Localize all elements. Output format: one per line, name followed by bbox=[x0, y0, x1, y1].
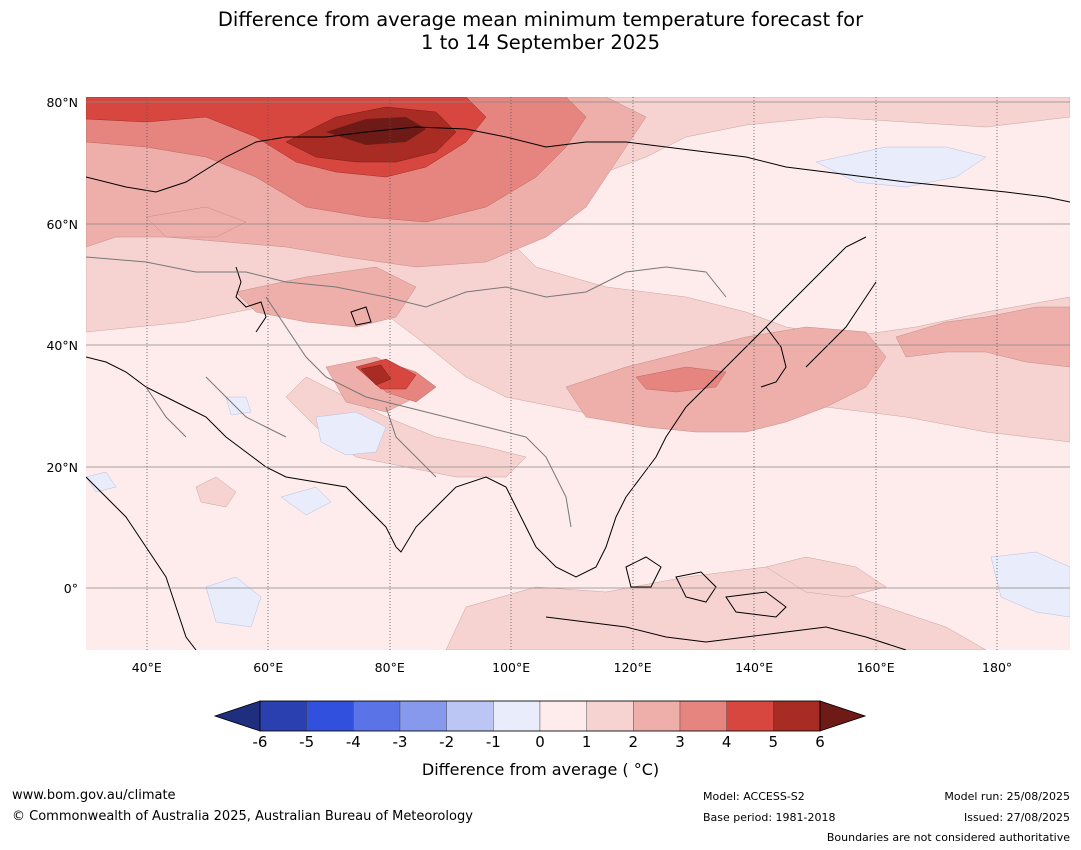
colorbar-tick-label: -4 bbox=[345, 733, 361, 751]
colorbar-segment bbox=[633, 700, 681, 732]
colorbar-tick-label: -5 bbox=[299, 733, 315, 751]
issued-text: Issued: 27/08/2025 bbox=[963, 811, 1070, 824]
chart-title: Difference from average mean minimum tem… bbox=[0, 8, 1081, 54]
colorbar-tick-label: -6 bbox=[252, 733, 268, 751]
colorbar-tick-label: -1 bbox=[485, 733, 501, 751]
colorbar-segment bbox=[353, 700, 401, 732]
copyright-text: © Commonwealth of Australia 2025, Austra… bbox=[12, 809, 473, 824]
latitude-label: 40°N bbox=[46, 338, 78, 354]
title-line-2: 1 to 14 September 2025 bbox=[421, 31, 660, 54]
longitude-grid bbox=[146, 97, 998, 650]
colorbar-tick-label: 4 bbox=[721, 733, 732, 751]
latitude-label: 80°N bbox=[46, 95, 78, 111]
colorbar-segment bbox=[773, 700, 821, 732]
colorbar-segment bbox=[446, 700, 494, 732]
model-run-text: Model run: 25/08/2025 bbox=[944, 790, 1070, 803]
longitude-label: 160°E bbox=[856, 660, 895, 675]
country-borders bbox=[86, 256, 727, 528]
anomaly-level-minus-1-0 bbox=[86, 146, 1070, 628]
model-text: Model: ACCESS-S2 bbox=[703, 790, 805, 803]
longitude-label: 180° bbox=[982, 660, 1013, 675]
colorbar-tick-label: 5 bbox=[768, 733, 779, 751]
latitude-label: 60°N bbox=[46, 216, 78, 232]
longitude-label: 120°E bbox=[613, 660, 652, 675]
colorbar bbox=[214, 700, 866, 732]
colorbar-tick-label: 1 bbox=[581, 733, 592, 751]
title-line-1: Difference from average mean minimum tem… bbox=[217, 8, 864, 31]
colorbar-segment bbox=[306, 700, 354, 732]
colorbar-segment bbox=[259, 700, 307, 732]
colorbar-tick-label: -2 bbox=[439, 733, 455, 751]
colorbar-tick-label: 0 bbox=[535, 733, 545, 751]
latitude-label: 20°N bbox=[46, 459, 78, 475]
colorbar-tick-label: -3 bbox=[392, 733, 408, 751]
colorbar-segment bbox=[539, 700, 587, 732]
latitude-label: 0° bbox=[63, 581, 78, 597]
map-svg bbox=[86, 97, 1070, 650]
colorbar-tick-label: 2 bbox=[628, 733, 639, 751]
longitude-label: 140°E bbox=[735, 660, 774, 675]
colorbar-segment bbox=[726, 700, 774, 732]
longitude-label: 60°E bbox=[253, 660, 284, 675]
colorbar-segment bbox=[399, 700, 447, 732]
longitude-label: 80°E bbox=[374, 660, 405, 675]
colorbar-segment bbox=[679, 700, 727, 732]
coastlines bbox=[86, 126, 1070, 650]
colorbar-tick-label: 6 bbox=[815, 733, 825, 751]
colorbar-segment bbox=[586, 700, 634, 732]
colorbar-extend-low bbox=[214, 700, 261, 732]
website-link[interactable]: www.bom.gov.au/climate bbox=[12, 788, 176, 803]
colorbar-segment bbox=[493, 700, 541, 732]
colorbar-tick-label: 3 bbox=[675, 733, 685, 751]
forecast-map[interactable] bbox=[86, 97, 1070, 650]
colorbar-extend-high bbox=[819, 700, 866, 732]
longitude-label: 40°E bbox=[131, 660, 162, 675]
colorbar-label: Difference from average ( °C) bbox=[421, 760, 660, 779]
longitude-label: 100°E bbox=[492, 660, 531, 675]
base-period-text: Base period: 1981-2018 bbox=[703, 811, 836, 824]
latitude-grid bbox=[86, 101, 1070, 589]
disclaimer-text: Boundaries are not considered authoritat… bbox=[826, 831, 1070, 844]
colorbar-outline bbox=[259, 700, 821, 732]
